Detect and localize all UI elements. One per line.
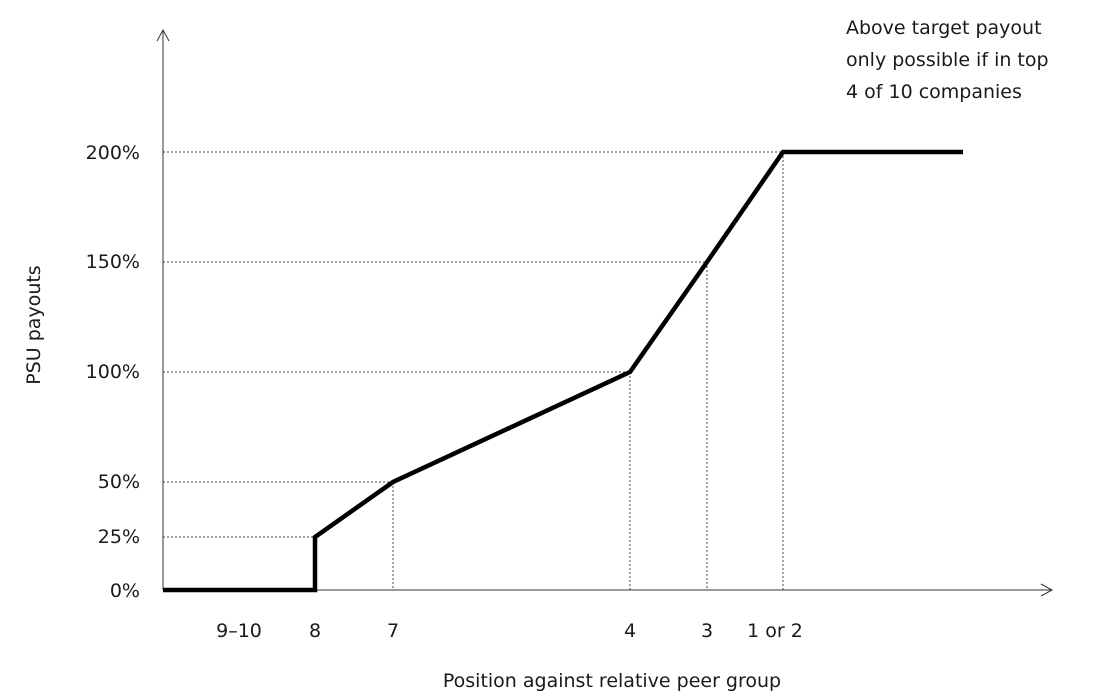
annotation-line-2: only possible if in top: [846, 49, 1049, 71]
x-axis-arrow-icon: [1040, 583, 1054, 597]
x-axis-label: Position against relative peer group: [443, 670, 781, 692]
x-tick-label-1-or-2: 1 or 2: [747, 620, 803, 642]
y-tick-label-25: 25%: [98, 526, 140, 548]
x-tick-label-8: 8: [309, 620, 321, 642]
y-tick-label-150: 150%: [86, 251, 140, 273]
x-tick-label-4: 4: [624, 620, 636, 642]
annotation-line-1: Above target payout: [846, 17, 1042, 39]
y-tick-labels: 0% 25% 50% 100% 150% 200%: [86, 142, 140, 602]
y-axis-label: PSU payouts: [23, 265, 45, 384]
y-tick-label-100: 100%: [86, 361, 140, 383]
reference-lines: [163, 151, 784, 590]
y-tick-label-0: 0%: [110, 580, 140, 602]
x-tick-labels: 9–10 8 7 4 3 1 or 2: [216, 620, 803, 642]
annotation-line-3: 4 of 10 companies: [846, 81, 1022, 103]
y-tick-label-200: 200%: [86, 142, 140, 164]
y-axis-arrow-icon: [156, 28, 170, 42]
payout-series-line: [163, 149, 963, 593]
annotation: Above target payout only possible if in …: [846, 17, 1049, 103]
x-tick-label-9-10: 9–10: [216, 620, 262, 642]
y-tick-label-50: 50%: [98, 471, 140, 493]
x-tick-label-7: 7: [387, 620, 399, 642]
x-tick-label-3: 3: [701, 620, 713, 642]
